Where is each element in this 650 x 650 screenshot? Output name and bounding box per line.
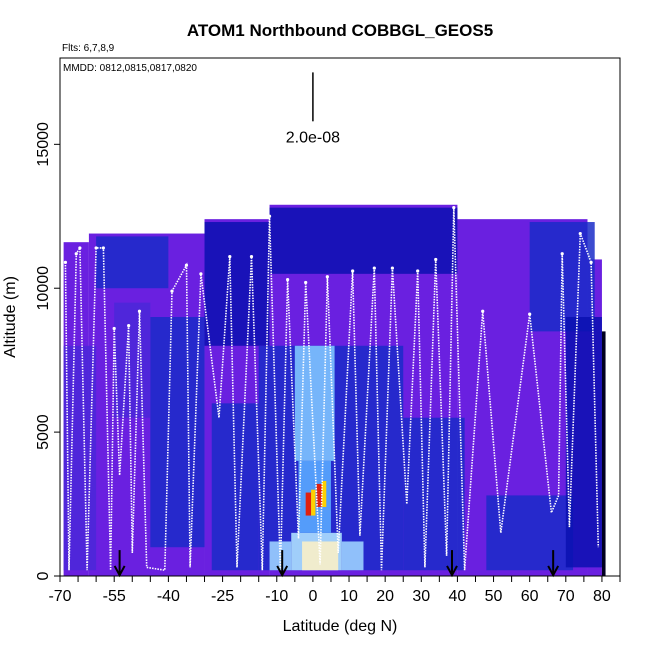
scale-bar-label: 2.0e-08 bbox=[286, 129, 340, 146]
x-tick-label: -55 bbox=[103, 588, 126, 605]
curtain-patch bbox=[565, 317, 602, 568]
x-tick-label: 70 bbox=[557, 588, 575, 605]
flight-top-point bbox=[390, 266, 394, 270]
flight-top-point bbox=[589, 260, 593, 264]
flight-top-point bbox=[184, 263, 189, 267]
flight-top-point bbox=[63, 260, 68, 264]
flight-top-point bbox=[137, 309, 142, 313]
x-tick-label: -70 bbox=[48, 588, 71, 605]
scale-bar: 2.0e-08 bbox=[286, 72, 340, 146]
flight-top-point bbox=[101, 246, 105, 250]
profile-arrow-head bbox=[113, 565, 126, 578]
plume-patch bbox=[294, 345, 335, 461]
curtain-patch bbox=[114, 302, 151, 418]
x-axis-label: Latitude (deg N) bbox=[283, 618, 398, 635]
flight-top-point bbox=[325, 275, 329, 279]
flight-top-point bbox=[78, 246, 82, 250]
flight-top-point bbox=[94, 246, 98, 250]
hotspot-core bbox=[321, 481, 327, 507]
x-tick-label: 80 bbox=[593, 588, 611, 605]
y-axis-label: Altitude (m) bbox=[2, 276, 19, 358]
hotspot-core bbox=[311, 489, 316, 516]
profile-arrow-head bbox=[276, 565, 289, 578]
curtain-patch bbox=[211, 403, 259, 571]
flight-top-point bbox=[481, 309, 485, 313]
flight-top-point bbox=[199, 272, 203, 276]
curtain-patch bbox=[96, 236, 169, 289]
flight-top-point bbox=[286, 277, 290, 282]
flight-top-point bbox=[452, 206, 456, 210]
dates-note: MMDD: 0812,0815,0817,0820 bbox=[63, 63, 197, 74]
flight-top-point bbox=[228, 254, 232, 259]
concentration-curtain bbox=[63, 204, 606, 577]
curtain-patch bbox=[63, 345, 97, 571]
y-tick-label: 15000 bbox=[35, 122, 52, 167]
flight-top-point bbox=[351, 269, 355, 273]
x-tick-label: 50 bbox=[485, 588, 503, 605]
chart-title: ATOM1 Northbound COBBGL_GEOS5 bbox=[187, 21, 493, 40]
profile-arrow-head bbox=[446, 565, 458, 578]
plot-area: 2.0e-08 bbox=[63, 72, 606, 578]
hotspot bbox=[305, 492, 312, 516]
hotspot bbox=[316, 483, 322, 507]
curtain-patch bbox=[403, 417, 465, 571]
plume-patch bbox=[341, 541, 364, 571]
flight-top-point bbox=[267, 214, 272, 218]
flight-top-point bbox=[578, 231, 582, 236]
flight-top-point bbox=[528, 312, 532, 316]
x-axis: -70 -55 -40 -25 -10 0 10 20 30 40 50 60 70 80 bbox=[48, 576, 621, 605]
flight-top-point bbox=[170, 289, 174, 293]
curtain-patch bbox=[150, 317, 205, 548]
flight-top-point bbox=[127, 324, 131, 328]
y-tick-label: 10000 bbox=[35, 266, 52, 311]
y-tick-label: 0 bbox=[35, 571, 52, 580]
x-tick-label: -10 bbox=[265, 588, 288, 605]
flight-top-point bbox=[416, 269, 420, 273]
flight-tracks bbox=[63, 206, 600, 572]
x-tick-label: 20 bbox=[376, 588, 394, 605]
curtain-patch bbox=[529, 222, 595, 332]
flight-top-point bbox=[249, 254, 254, 259]
plume-patch bbox=[269, 541, 292, 571]
curtain-edge bbox=[601, 331, 606, 576]
curtain-patch bbox=[204, 222, 270, 346]
y-tick-label: 5000 bbox=[35, 414, 52, 450]
flight-top-point bbox=[74, 252, 78, 256]
x-tick-label: -40 bbox=[157, 588, 180, 605]
curtain-patch bbox=[269, 207, 458, 274]
x-tick-label: 60 bbox=[521, 588, 539, 605]
x-tick-label: -25 bbox=[211, 588, 234, 605]
profile-arrow-head bbox=[547, 565, 560, 578]
x-tick-label: 10 bbox=[340, 588, 358, 605]
plot-frame bbox=[59, 57, 621, 577]
x-tick-label: 40 bbox=[449, 588, 467, 605]
x-tick-label: 30 bbox=[412, 588, 430, 605]
x-tick-label: 0 bbox=[308, 588, 317, 605]
profile-arrows bbox=[113, 550, 560, 578]
y-axis: 0 5000 10000 15000 bbox=[35, 122, 60, 580]
flight-top-point bbox=[112, 326, 116, 331]
flight-top-point bbox=[560, 252, 564, 256]
curtain-patch bbox=[486, 495, 574, 571]
flight-top-point bbox=[434, 257, 438, 262]
flight-top-point bbox=[304, 280, 308, 285]
flight-track-line bbox=[64, 207, 600, 572]
flight-top-point bbox=[372, 266, 376, 270]
flights-note: Flts: 6,7,8,9 bbox=[62, 43, 115, 54]
